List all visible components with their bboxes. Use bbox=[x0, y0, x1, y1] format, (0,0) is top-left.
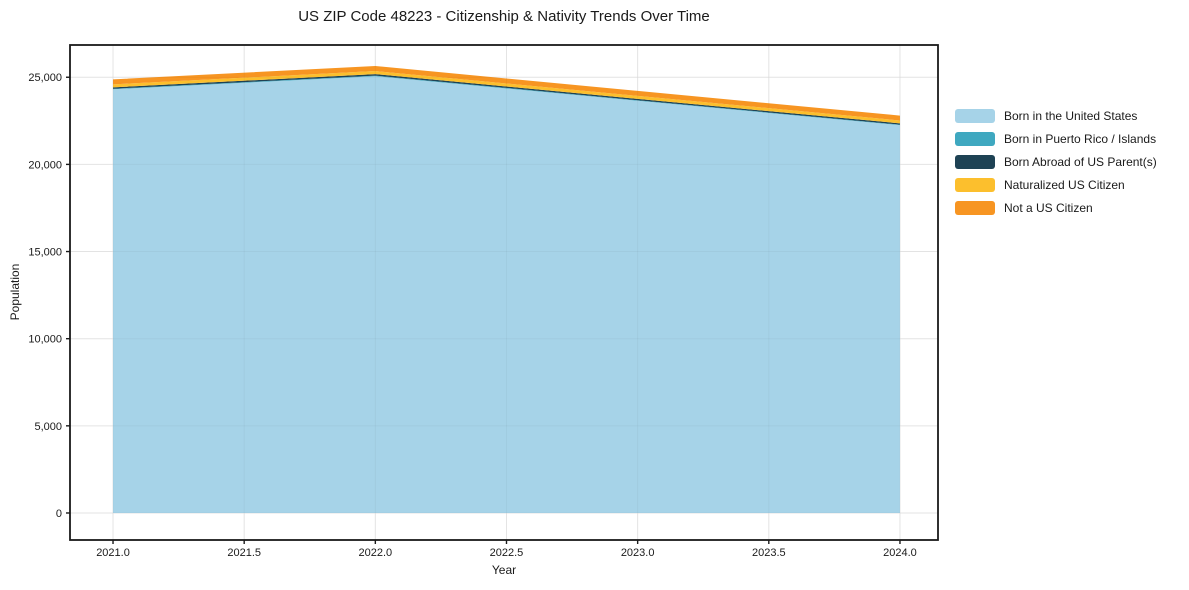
x-tick-label: 2021.5 bbox=[227, 547, 261, 559]
y-axis-label: Population bbox=[8, 263, 22, 321]
x-tick-label: 2021.0 bbox=[96, 547, 130, 559]
x-axis-label: Year bbox=[491, 563, 517, 577]
x-tick-label: 2024.0 bbox=[883, 547, 917, 559]
area-born-in-the-united-states bbox=[113, 76, 900, 513]
y-tick-label: 15,000 bbox=[28, 247, 62, 259]
y-tick-label: 5,000 bbox=[34, 421, 62, 433]
legend-swatch bbox=[955, 178, 995, 192]
legend-item-born-abroad-of-us-parent-s: Born Abroad of US Parent(s) bbox=[955, 155, 1157, 169]
x-tick-label: 2023.0 bbox=[621, 547, 655, 559]
legend-swatch bbox=[955, 109, 995, 123]
legend-item-born-in-puerto-rico-islands: Born in Puerto Rico / Islands bbox=[955, 132, 1157, 146]
legend-item-born-in-the-united-states: Born in the United States bbox=[955, 109, 1157, 123]
legend-label: Naturalized US Citizen bbox=[1004, 178, 1125, 192]
legend-swatch bbox=[955, 201, 995, 215]
x-tick-label: 2022.0 bbox=[359, 547, 393, 559]
legend-label: Born Abroad of US Parent(s) bbox=[1004, 155, 1157, 169]
x-tick-label: 2023.5 bbox=[752, 547, 786, 559]
y-tick-label: 25,000 bbox=[28, 72, 62, 84]
legend-label: Not a US Citizen bbox=[1004, 201, 1093, 215]
legend: Born in the United States Born in Puerto… bbox=[955, 109, 1157, 215]
y-tick-label: 0 bbox=[56, 508, 62, 520]
legend-swatch bbox=[955, 132, 995, 146]
legend-swatch bbox=[955, 155, 995, 169]
legend-label: Born in the United States bbox=[1004, 109, 1138, 123]
chart-title: US ZIP Code 48223 - Citizenship & Nativi… bbox=[298, 8, 710, 25]
legend-item-not-a-us-citizen: Not a US Citizen bbox=[955, 201, 1157, 215]
y-tick-label: 20,000 bbox=[28, 159, 62, 171]
legend-item-naturalized-us-citizen: Naturalized US Citizen bbox=[955, 178, 1157, 192]
axes-spines bbox=[69, 44, 939, 541]
legend-label: Born in Puerto Rico / Islands bbox=[1004, 132, 1157, 146]
x-tick-label: 2022.5 bbox=[490, 547, 524, 559]
y-tick-label: 10,000 bbox=[28, 334, 62, 346]
